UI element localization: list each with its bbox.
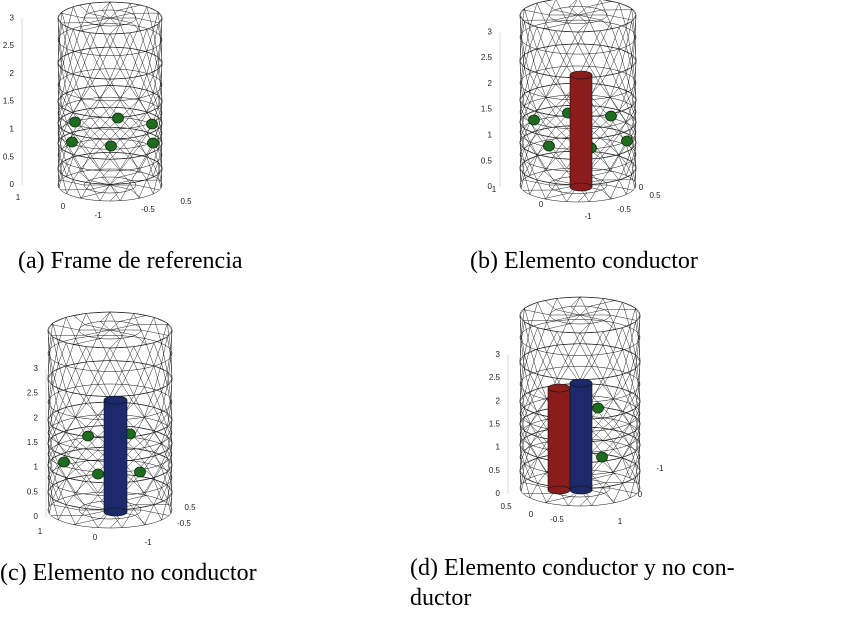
floor-tick-label: 0 — [529, 510, 534, 519]
caption: ductor — [410, 585, 471, 611]
rod-body — [570, 75, 592, 187]
floor-tick-label: 1 — [492, 185, 497, 194]
floor-tick-label: 1 — [16, 193, 21, 202]
rod-cap — [104, 396, 127, 404]
z-tick-label: 2 — [488, 79, 493, 88]
z-tick-label: 3 — [496, 350, 501, 359]
rod-base — [548, 486, 570, 494]
subfigure: 0 0.5 1 1.5 2 2.5 3 1 0 -1 -0.5 0.5 (c) Elemento no … — [0, 312, 257, 586]
electrode — [59, 457, 70, 467]
z-tick-label: 3 — [10, 13, 15, 22]
rod-cap — [548, 384, 570, 392]
z-tick-label: 2 — [10, 69, 15, 78]
rod-base — [104, 508, 127, 516]
z-tick-label: 1.5 — [481, 105, 493, 114]
z-tick-label: 3 — [488, 27, 493, 36]
floor-tick-label: -0.5 — [177, 519, 191, 528]
rod-body — [570, 383, 592, 490]
floor-tick-label: 0 — [93, 533, 98, 542]
z-tick-label: 0.5 — [489, 466, 501, 475]
z-tick-label: 1 — [10, 125, 15, 134]
floor-tick-label: 0 — [638, 490, 643, 499]
subfigure: 0 0.5 1 1.5 2 2.5 3 0.5 0 -0.5 1 0 -1 (d) Elemento co… — [410, 297, 735, 611]
z-tick-label: 2 — [34, 413, 39, 422]
rod-base — [570, 486, 592, 494]
floor-tick-label: -1 — [584, 212, 592, 221]
floor-tick-label: 0.5 — [649, 191, 661, 200]
electrode — [147, 119, 158, 129]
floor-tick-label: 0 — [639, 183, 644, 192]
z-tick-label: 1.5 — [489, 420, 501, 429]
z-tick-label: 1.5 — [3, 97, 15, 106]
z-tick-label: 3 — [34, 364, 39, 373]
caption: (a) Frame de referencia — [18, 248, 243, 274]
floor-tick-label: -1 — [144, 538, 152, 547]
z-tick-label: 0.5 — [27, 487, 39, 496]
electrode — [597, 452, 608, 462]
figure: 00.511.522.5310-1-0.50.5(a) Frame de ref… — [0, 0, 866, 622]
floor-tick-label: 0 — [539, 200, 544, 209]
electrode — [83, 431, 94, 441]
rod-body — [548, 388, 570, 490]
rod-base — [570, 183, 592, 191]
z-tick-label: 1.5 — [27, 438, 39, 447]
electrode — [106, 141, 117, 151]
z-tick-label: 2 — [496, 396, 501, 405]
electrode — [93, 469, 104, 479]
floor-tick-label: -1 — [656, 464, 664, 473]
electrode — [593, 403, 604, 413]
z-tick-label: 0 — [10, 180, 15, 189]
caption: (d) Elemento conductor y no con- — [410, 555, 735, 581]
z-tick-label: 2.5 — [27, 389, 39, 398]
z-tick-label: 2.5 — [3, 41, 15, 50]
rod-body — [104, 400, 127, 512]
floor-tick-label: -0.5 — [550, 515, 564, 524]
floor-tick-label: -1 — [94, 211, 102, 220]
floor-tick-label: -0.5 — [617, 205, 631, 214]
floor-tick-label: 0 — [61, 202, 66, 211]
electrode — [622, 136, 633, 146]
z-tick-label: 2.5 — [481, 53, 493, 62]
floor-tick-label: 1 — [618, 517, 623, 526]
rod-cap — [570, 71, 592, 79]
electrode — [67, 137, 78, 147]
electrode — [135, 467, 146, 477]
floor-tick-label: 1 — [38, 527, 43, 536]
floor-tick-label: 0.5 — [180, 197, 192, 206]
electrode — [148, 138, 159, 148]
electrode — [606, 111, 617, 121]
rod-cap — [570, 379, 592, 387]
electrode — [544, 141, 555, 151]
z-tick-label: 0 — [496, 489, 501, 498]
floor-tick-label: -0.5 — [141, 205, 155, 214]
caption: (c) Elemento no conductor — [0, 560, 257, 586]
z-tick-label: 0 — [34, 512, 39, 521]
z-tick-label: 0.5 — [481, 156, 493, 165]
caption: (b) Elemento conductor — [470, 248, 698, 274]
electrode — [70, 117, 81, 127]
page: {"panels":[ {"caption_lines":["(a) Frame… — [0, 0, 866, 622]
electrode — [113, 113, 124, 123]
floor-tick-label: 0.5 — [500, 502, 512, 511]
z-tick-label: 1 — [34, 463, 39, 472]
z-tick-label: 1 — [496, 443, 501, 452]
floor-tick-label: 0.5 — [184, 503, 196, 512]
z-tick-label: 1 — [488, 131, 493, 140]
z-tick-label: 0.5 — [3, 152, 15, 161]
electrode — [529, 115, 540, 125]
z-tick-label: 2.5 — [489, 373, 501, 382]
